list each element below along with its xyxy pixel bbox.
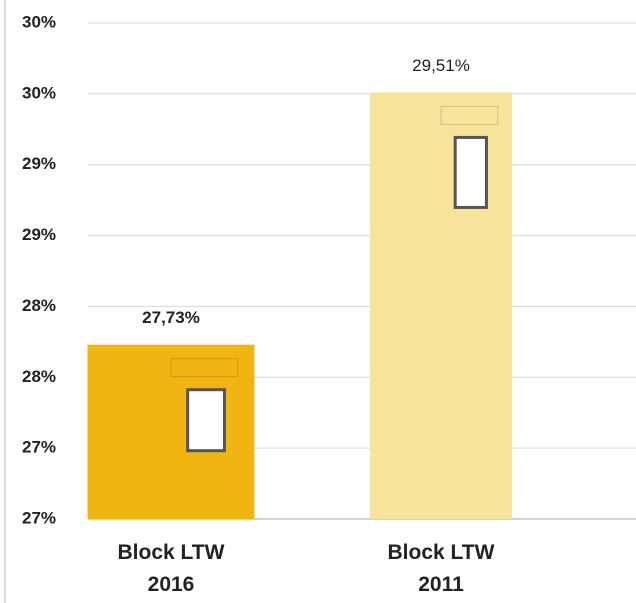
y-tick-label: 27% xyxy=(22,438,56,457)
value-label: 27,73% xyxy=(142,308,200,327)
x-tick-label: Block LTW 2016 xyxy=(117,541,225,596)
y-tick-label: 30% xyxy=(22,83,56,102)
value-label: 29,51% xyxy=(412,56,470,75)
mailbox-plate xyxy=(453,135,488,209)
mailbox-plate xyxy=(186,388,226,453)
mailbox-slot xyxy=(440,105,499,125)
y-tick-label: 29% xyxy=(22,154,56,173)
bar xyxy=(370,92,512,519)
mailbox-slot xyxy=(170,358,239,378)
x-tick-label: Block LTW 2011 xyxy=(387,541,495,596)
y-tick-label: 28% xyxy=(22,367,56,386)
y-tick-label: 29% xyxy=(22,225,56,244)
y-tick-label: 30% xyxy=(22,12,56,31)
y-tick-label: 28% xyxy=(22,296,56,315)
y-tick-label: 27% xyxy=(22,508,56,527)
bar xyxy=(87,344,255,519)
